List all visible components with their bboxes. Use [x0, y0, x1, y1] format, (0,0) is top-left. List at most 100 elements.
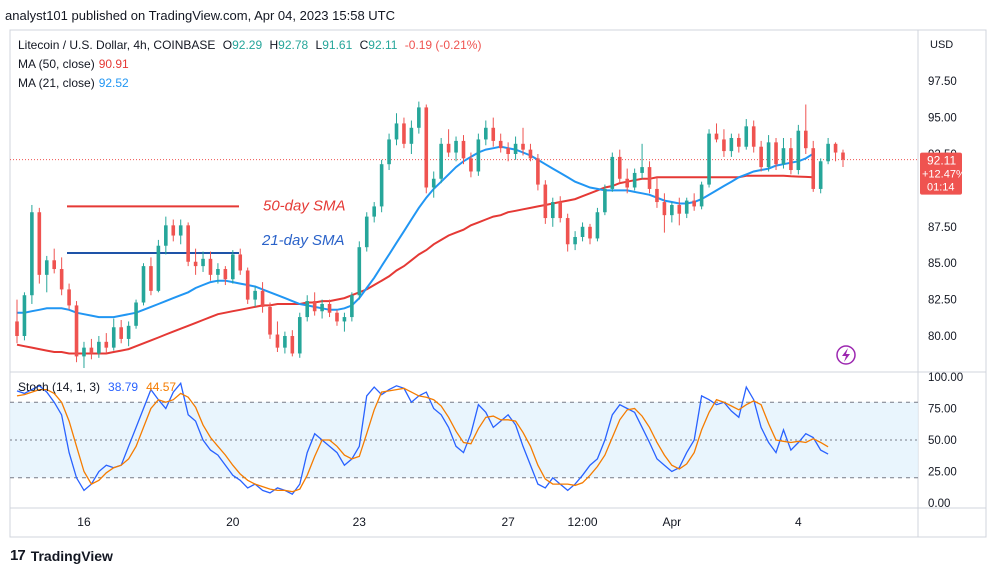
time-tick-label: 20: [226, 515, 240, 529]
candle-body: [707, 133, 711, 185]
price-tag-price: 92.11: [927, 154, 956, 168]
symbol-name: Litecoin / U.S. Dollar, 4h, COINBASE: [18, 38, 216, 52]
candle-body: [513, 143, 518, 154]
candle-body: [617, 156, 622, 179]
candle-body: [588, 226, 592, 239]
ohlc-close-label: C: [359, 38, 369, 52]
ma21-legend[interactable]: MA (21, close) 92.52: [18, 76, 129, 90]
candle-body: [409, 127, 414, 144]
candle-body: [394, 123, 399, 140]
tradingview-brand[interactable]: 17 TradingView: [10, 547, 113, 564]
candle-body: [387, 139, 391, 165]
stoch-legend[interactable]: Stoch (14, 1, 3) 38.79 44.57: [18, 380, 176, 394]
candle-body: [171, 225, 176, 236]
price-tick-label: 87.50: [928, 222, 957, 234]
candle-body: [751, 126, 756, 147]
sma21-annotation-text: 21-day SMA: [261, 232, 345, 249]
candle-body: [268, 306, 272, 335]
stoch-tick-label: 75.00: [928, 404, 957, 416]
candle-body: [677, 204, 682, 214]
candle-body: [59, 269, 64, 290]
price-tick-label: 80.00: [928, 331, 957, 343]
candle-body: [111, 327, 116, 348]
currency-label: USD: [930, 39, 953, 51]
stoch-tick-label: 100.00: [928, 372, 963, 384]
candle-body: [164, 225, 168, 246]
candle-body: [141, 266, 146, 303]
time-tick-label: 23: [353, 515, 367, 529]
ohlc-change: -0.19 (-0.21%): [404, 38, 482, 52]
candle-body: [759, 146, 763, 168]
candle-body: [186, 225, 190, 262]
candle-body: [781, 148, 786, 165]
candle-body: [290, 336, 295, 354]
candle-body: [30, 212, 34, 296]
brand-name: TradingView: [30, 547, 113, 564]
stoch-k-line: [16, 381, 829, 496]
price-tag-box: [920, 152, 962, 195]
candle-body: [766, 142, 771, 168]
candle-body: [774, 142, 778, 165]
candle-body: [275, 334, 280, 348]
candle-body: [722, 139, 726, 152]
ohlc-high-value: 92.78: [278, 38, 309, 52]
lightning-icon: [836, 345, 856, 365]
candle-body: [52, 260, 57, 270]
candle-body: [565, 218, 570, 245]
candle-body: [491, 127, 496, 141]
candle-body: [149, 266, 153, 291]
price-tick-label: 85.00: [928, 258, 957, 270]
candle-body: [737, 137, 741, 147]
publisher-line: analyst101 published on TradingView.com,…: [5, 8, 396, 23]
ma50-legend[interactable]: MA (50, close) 90.91: [18, 57, 129, 71]
candle-body: [670, 204, 674, 216]
candle-body: [550, 202, 555, 219]
candle-body: [811, 148, 816, 189]
candle-body: [74, 305, 79, 357]
candle-body: [231, 254, 235, 280]
candle-body: [119, 327, 123, 339]
candle-body: [573, 236, 577, 245]
symbol-legend[interactable]: Litecoin / U.S. Dollar, 4h, COINBASE O 92…: [18, 38, 481, 52]
price-tick-label: 95.00: [928, 113, 957, 125]
candle-body: [305, 301, 310, 318]
candle-body: [625, 178, 629, 188]
ohlc-low-label: L: [315, 38, 323, 52]
candle-body: [156, 245, 161, 291]
candle-body: [245, 270, 250, 300]
candle-body: [67, 289, 71, 306]
candle-body: [841, 152, 845, 160]
ma50-value: 90.91: [98, 57, 129, 71]
candle-body: [379, 164, 384, 207]
ma21-label: MA (21, close): [18, 76, 95, 90]
ohlc-open-label: O: [222, 38, 233, 52]
sma50-annotation-text: 50-day SMA: [263, 197, 346, 214]
candle-body: [595, 212, 600, 239]
candle-body: [104, 341, 109, 348]
candle-body: [744, 126, 749, 147]
candle-body: [461, 140, 466, 159]
candle-body: [208, 258, 213, 275]
stoch-tick-label: 25.00: [928, 467, 957, 479]
price-tick-label: 97.50: [928, 76, 957, 88]
candle-body: [498, 140, 503, 149]
ma21-line: [17, 145, 814, 319]
candle-body: [647, 167, 652, 189]
stoch-d-line: [16, 387, 829, 493]
time-tick-label: Apr: [663, 515, 682, 529]
candle-body: [238, 254, 243, 271]
candle-body: [193, 261, 198, 267]
candle-body: [818, 161, 823, 189]
lightning-bolt-icon: [842, 348, 850, 362]
candle-body: [692, 200, 696, 207]
candle-body: [476, 139, 481, 172]
candle-body: [632, 172, 637, 188]
candle-body: [454, 140, 458, 153]
candle-body: [37, 212, 42, 275]
ohlc-close-value: 92.11: [368, 38, 398, 52]
candle-body: [543, 184, 548, 219]
time-tick-label: 12:00: [568, 515, 598, 529]
stoch-tick-label: 50.00: [928, 435, 957, 447]
